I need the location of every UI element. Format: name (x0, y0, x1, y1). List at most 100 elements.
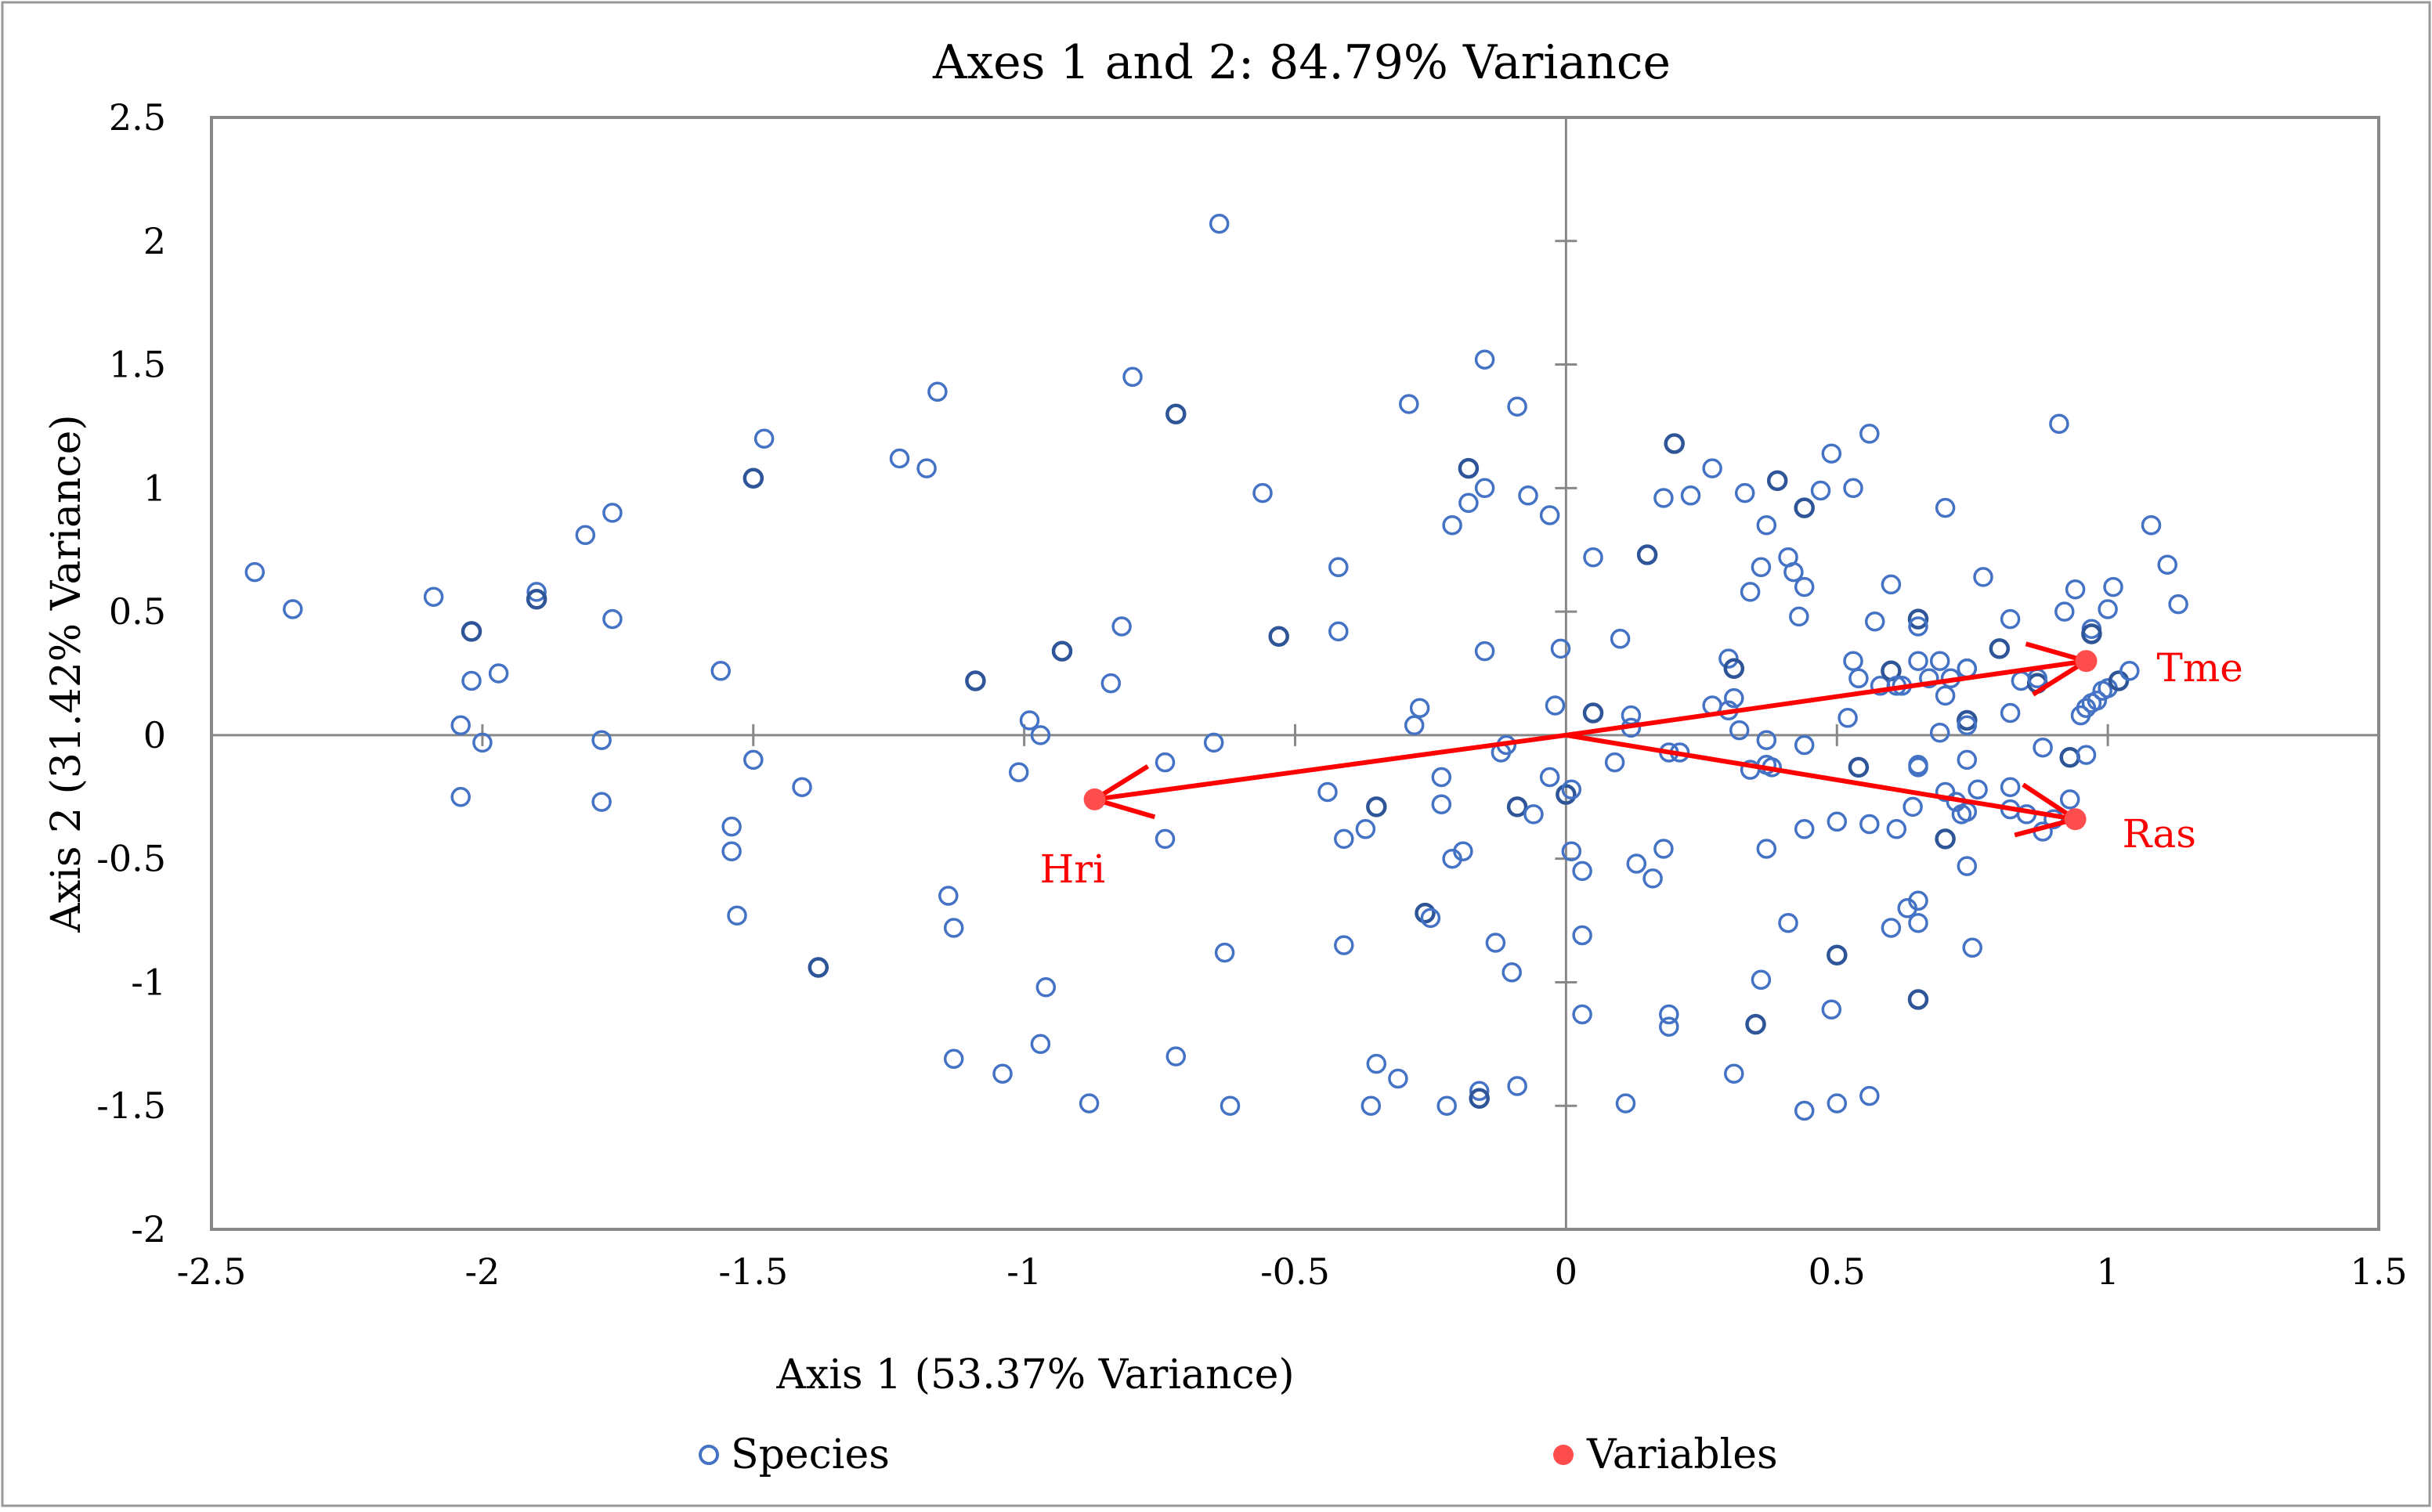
species-point (1155, 752, 1176, 773)
species-point (992, 1063, 1013, 1084)
species-point (1766, 470, 1788, 492)
species-point (2119, 661, 2140, 681)
species-point (1436, 1095, 1457, 1116)
species-point (461, 621, 482, 642)
species-point (1019, 710, 1040, 731)
species-point (1734, 482, 1755, 503)
species-point (1838, 708, 1858, 728)
species-point (1111, 616, 1132, 637)
species-point (575, 525, 596, 546)
species-point (1973, 567, 1993, 587)
species-point (1827, 1093, 1848, 1113)
species-point (2087, 690, 2108, 711)
species-point (1399, 394, 1419, 414)
x-tick-label: 1 (2096, 1250, 2119, 1293)
species-point (1328, 621, 1349, 642)
legend-species-marker (699, 1445, 719, 1465)
species-point (1458, 457, 1480, 479)
species-point (1886, 819, 1907, 839)
arrow-shaft-ras (1565, 732, 2076, 822)
species-point (1745, 1013, 1766, 1035)
species-point (472, 732, 493, 753)
legend-species-label: Species (731, 1431, 890, 1478)
species-point (721, 816, 742, 837)
plot-area-frame (210, 116, 2380, 1231)
species-point (1659, 1004, 1679, 1025)
species-point (1030, 1034, 1051, 1055)
species-point (1843, 478, 1863, 499)
species-point (1756, 730, 1777, 750)
species-point (1268, 626, 1289, 647)
species-point (743, 467, 764, 489)
species-point (1935, 685, 1956, 706)
species-point (1615, 1093, 1636, 1113)
species-point (1626, 853, 1647, 874)
species-point (808, 957, 829, 978)
y-tick-label: 1 (143, 467, 166, 509)
species-point (1388, 1068, 1408, 1089)
species-point (1458, 493, 1479, 514)
species-point (1409, 698, 1430, 718)
species-point (1907, 608, 1929, 630)
species-point (2157, 554, 2177, 575)
species-point (1030, 725, 1051, 745)
species-point (1545, 695, 1566, 716)
species-point (1821, 443, 1842, 464)
species-point (450, 787, 471, 807)
species-point (1550, 638, 1571, 659)
species-point (1604, 752, 1625, 773)
species-point (1740, 582, 1761, 602)
species-point (1702, 458, 1722, 478)
species-point (792, 777, 812, 797)
species-point (1794, 819, 1815, 839)
species-point (1100, 673, 1122, 694)
species-point (1334, 935, 1354, 955)
species-point (1431, 767, 1452, 788)
species-point (1404, 715, 1425, 736)
species-point (1442, 514, 1462, 536)
x-axis-label: Axis 1 (53.37% Variance) (775, 1351, 1294, 1398)
species-point (1561, 779, 1582, 800)
variable-arrows (1089, 641, 2092, 838)
species-point (2049, 413, 2069, 435)
species-point (2000, 608, 2021, 630)
species-point (1453, 841, 1473, 861)
species-point (591, 792, 612, 812)
y-tick-label: -0.5 (96, 838, 166, 880)
x-tick-label: 1.5 (2350, 1250, 2407, 1293)
species-point (1723, 658, 1745, 679)
axes-layer (211, 117, 2379, 1229)
species-point (1794, 1100, 1815, 1121)
species-point (1881, 918, 1902, 938)
species-point (1165, 403, 1187, 424)
species-point (2108, 670, 2130, 691)
species-point (1957, 856, 1978, 876)
species-point (1572, 861, 1592, 882)
species-point (2000, 777, 2021, 797)
species-point (889, 448, 910, 469)
species-point (2141, 514, 2162, 536)
species-point (1864, 611, 1885, 632)
y-tick-label: -2 (131, 1208, 166, 1250)
species-point (1165, 1046, 1187, 1066)
species-point (943, 918, 964, 938)
species-point (1474, 478, 1495, 499)
species-point (721, 841, 742, 861)
species-point (2059, 789, 2080, 810)
x-tick-label: -1.5 (718, 1250, 788, 1293)
arrow-shaft-tme (1565, 659, 2087, 738)
species-point (1469, 1088, 1490, 1110)
species-point (1929, 651, 1950, 671)
species-point (602, 608, 623, 630)
species-point (1821, 999, 1842, 1019)
species-point (1556, 784, 1577, 805)
x-tick-label: 0 (1555, 1250, 1577, 1293)
species-point (1935, 497, 1956, 518)
species-point (1506, 796, 1528, 817)
variable-point-tme (2075, 650, 2098, 673)
species-point (1539, 767, 1560, 788)
species-point (526, 589, 547, 610)
species-point (1989, 638, 2011, 659)
species-point (450, 715, 471, 736)
